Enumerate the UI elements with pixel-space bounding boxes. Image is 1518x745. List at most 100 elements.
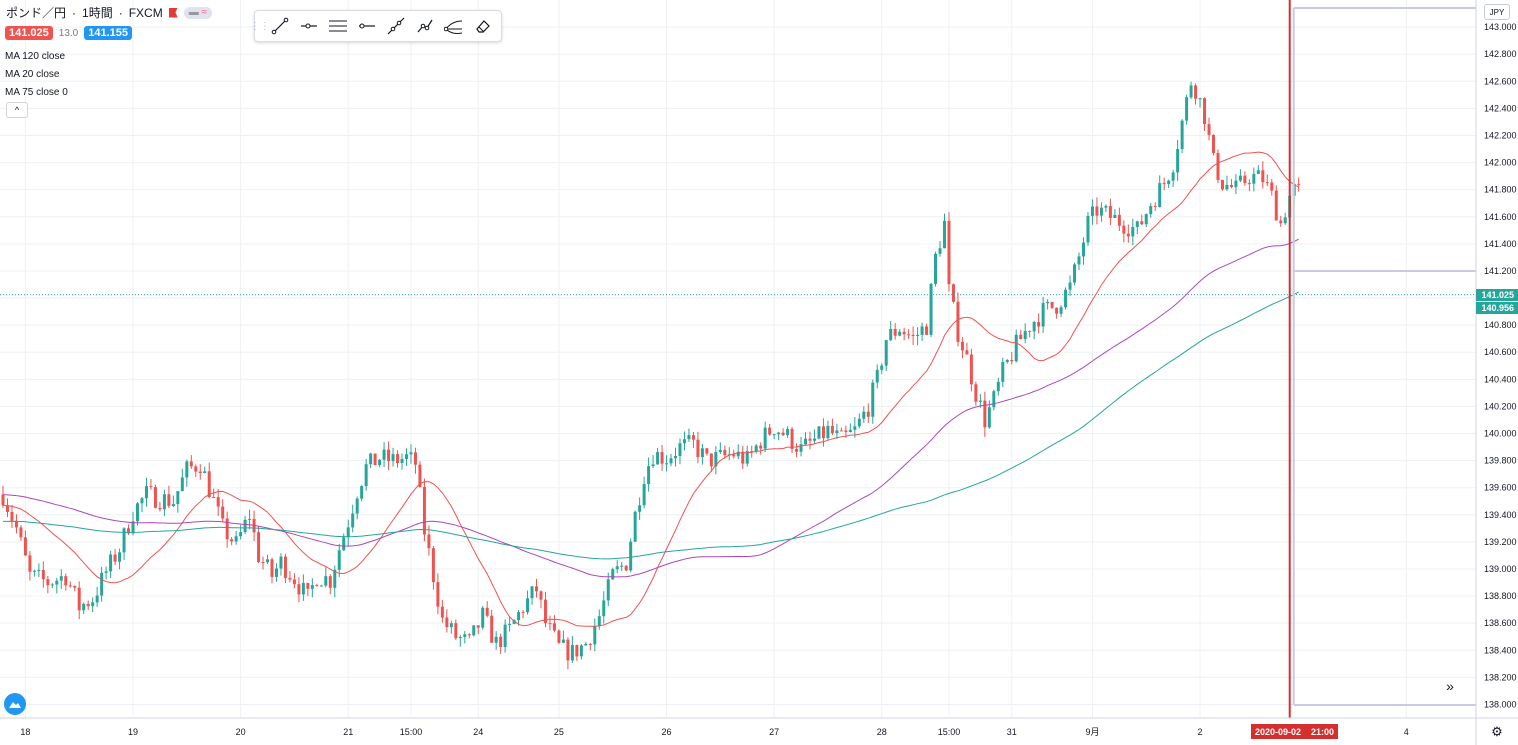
candle-body[interactable] bbox=[1252, 173, 1256, 184]
candle-body[interactable] bbox=[131, 521, 135, 534]
candle-body[interactable] bbox=[606, 579, 610, 601]
candle-body[interactable] bbox=[1050, 301, 1054, 308]
candle-body[interactable] bbox=[234, 536, 238, 542]
candle-body[interactable] bbox=[1144, 214, 1148, 225]
candle-body[interactable] bbox=[445, 617, 449, 628]
indicator-ma20-legend[interactable]: MA 20 close bbox=[5, 69, 60, 80]
candle-body[interactable] bbox=[521, 612, 525, 614]
candle-body[interactable] bbox=[539, 591, 543, 600]
candle-body[interactable] bbox=[1207, 124, 1211, 135]
candle-body[interactable] bbox=[171, 503, 175, 507]
candle-body[interactable] bbox=[1046, 301, 1050, 304]
candle-body[interactable] bbox=[1162, 183, 1166, 185]
horizontal-line-button[interactable] bbox=[352, 11, 381, 41]
candle-body[interactable] bbox=[508, 623, 512, 625]
candle-body[interactable] bbox=[207, 471, 211, 498]
candle-body[interactable] bbox=[530, 586, 534, 599]
candle-body[interactable] bbox=[1126, 233, 1130, 237]
scroll-to-realtime-button[interactable]: » bbox=[1441, 678, 1459, 696]
candle-body[interactable] bbox=[1225, 184, 1229, 190]
candle-body[interactable] bbox=[1095, 206, 1099, 216]
gear-icon[interactable]: ⚙ bbox=[1491, 724, 1503, 739]
candle-body[interactable] bbox=[1005, 360, 1009, 363]
candle-body[interactable] bbox=[37, 569, 41, 571]
market-status-chip[interactable]: ▬ ≈ bbox=[183, 6, 212, 19]
candle-body[interactable] bbox=[629, 541, 633, 571]
candle-body[interactable] bbox=[1028, 330, 1032, 332]
candle-body[interactable] bbox=[916, 334, 920, 337]
candle-body[interactable] bbox=[1247, 183, 1251, 185]
candle-body[interactable] bbox=[678, 443, 682, 457]
candle-body[interactable] bbox=[418, 464, 422, 487]
candle-body[interactable] bbox=[230, 539, 234, 542]
candle-body[interactable] bbox=[996, 381, 1000, 392]
candle-body[interactable] bbox=[1108, 205, 1112, 219]
candle-body[interactable] bbox=[1113, 214, 1117, 219]
candle-body[interactable] bbox=[198, 471, 202, 474]
candle-body[interactable] bbox=[476, 625, 480, 628]
parallel-channel-button[interactable] bbox=[323, 11, 352, 41]
candle-body[interactable] bbox=[86, 603, 90, 607]
candle-body[interactable] bbox=[297, 584, 301, 595]
candle-body[interactable] bbox=[355, 498, 359, 514]
candle-body[interactable] bbox=[436, 582, 440, 607]
candle-body[interactable] bbox=[306, 583, 310, 589]
candle-body[interactable] bbox=[1297, 183, 1301, 185]
candle-body[interactable] bbox=[405, 454, 408, 459]
candle-body[interactable] bbox=[660, 452, 664, 464]
candle-body[interactable] bbox=[862, 411, 866, 419]
candle-body[interactable] bbox=[1279, 220, 1283, 224]
drag-handle-icon[interactable]: ⋮⋮ bbox=[250, 20, 270, 32]
candle-body[interactable] bbox=[59, 576, 63, 581]
candle-body[interactable] bbox=[907, 334, 911, 336]
candle-body[interactable] bbox=[1, 494, 5, 506]
candle-body[interactable] bbox=[943, 220, 946, 249]
candle-body[interactable] bbox=[458, 637, 462, 639]
candle-body[interactable] bbox=[463, 634, 467, 638]
candle-body[interactable] bbox=[266, 559, 270, 563]
candle-body[interactable] bbox=[647, 466, 651, 485]
candle-body[interactable] bbox=[700, 448, 704, 458]
candle-body[interactable] bbox=[396, 454, 400, 463]
candle-body[interactable] bbox=[1104, 205, 1108, 208]
candle-body[interactable] bbox=[857, 418, 861, 427]
candle-body[interactable] bbox=[257, 532, 261, 562]
candle-body[interactable] bbox=[382, 449, 386, 460]
candle-body[interactable] bbox=[1274, 190, 1278, 221]
candle-body[interactable] bbox=[656, 452, 660, 465]
symbol-legend[interactable]: ポンド／円 · 1時間 · FXCM ▬ ≈ bbox=[6, 4, 212, 21]
candle-body[interactable] bbox=[1010, 360, 1014, 362]
candle-body[interactable] bbox=[745, 451, 749, 464]
candle-body[interactable] bbox=[409, 452, 413, 455]
ask-price[interactable]: 141.155 bbox=[84, 26, 132, 40]
candle-body[interactable] bbox=[109, 554, 113, 572]
candle-body[interactable] bbox=[1189, 85, 1193, 98]
candle-body[interactable] bbox=[270, 559, 274, 577]
candle-body[interactable] bbox=[535, 586, 539, 592]
candle-body[interactable] bbox=[503, 624, 507, 648]
candle-body[interactable] bbox=[718, 449, 722, 453]
candle-body[interactable] bbox=[378, 459, 382, 466]
candle-body[interactable] bbox=[696, 439, 700, 458]
candle-body[interactable] bbox=[364, 464, 368, 487]
candle-body[interactable] bbox=[180, 477, 184, 492]
candle-body[interactable] bbox=[951, 284, 955, 302]
candle-body[interactable] bbox=[1041, 303, 1045, 327]
candle-body[interactable] bbox=[763, 427, 767, 449]
candle-body[interactable] bbox=[189, 461, 193, 467]
candle-body[interactable] bbox=[1055, 307, 1059, 314]
candle-body[interactable] bbox=[431, 548, 435, 583]
tradingview-logo[interactable] bbox=[4, 693, 26, 715]
candle-body[interactable] bbox=[772, 434, 776, 436]
candle-body[interactable] bbox=[768, 427, 772, 435]
candle-body[interactable] bbox=[1194, 85, 1198, 99]
candle-body[interactable] bbox=[853, 426, 857, 430]
candle-body[interactable] bbox=[167, 494, 171, 507]
candle-body[interactable] bbox=[1234, 180, 1238, 188]
candle-body[interactable] bbox=[1023, 330, 1027, 340]
candle-body[interactable] bbox=[611, 569, 615, 580]
candle-body[interactable] bbox=[543, 599, 547, 624]
candle-body[interactable] bbox=[947, 220, 951, 285]
candle-body[interactable] bbox=[400, 458, 404, 463]
candle-body[interactable] bbox=[100, 572, 104, 596]
